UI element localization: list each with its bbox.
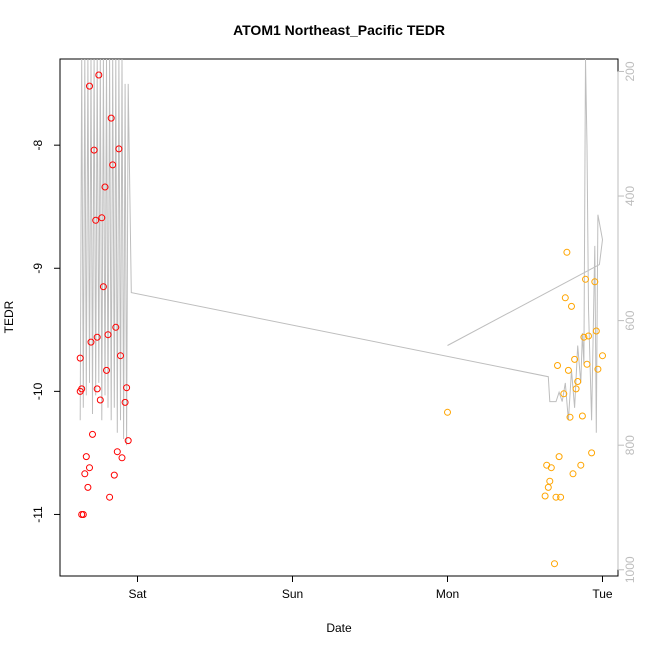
data-point-series-2 [571, 355, 579, 363]
data-point-series-1 [104, 331, 112, 339]
data-point-series-1 [109, 161, 117, 169]
data-point-series-2 [557, 493, 565, 501]
x-tick-label: Sat [128, 587, 147, 601]
y-axis-label: TEDR [2, 300, 16, 333]
y2-tick-label: 1000 [623, 556, 637, 583]
y2-tick-label: 400 [623, 186, 637, 206]
depth-line [79, 58, 604, 446]
data-point-series-2 [572, 385, 580, 393]
data-point-series-1 [82, 453, 90, 461]
data-point-series-2 [599, 352, 606, 360]
data-point-series-1 [81, 470, 89, 478]
data-point-series-2 [547, 464, 555, 472]
data-point-series-1 [113, 448, 121, 456]
data-point-series-2 [592, 327, 600, 335]
data-point-series-1 [110, 471, 118, 479]
chart-title: ATOM1 Northeast_Pacific TEDR [233, 22, 445, 38]
data-point-series-1 [93, 385, 101, 393]
x-tick-label: Mon [436, 587, 459, 601]
data-point-series-2 [551, 560, 558, 568]
data-point-series-1 [115, 145, 123, 153]
data-point-series-2 [569, 470, 577, 478]
data-point-series-2 [564, 366, 572, 374]
y2-tick-label: 800 [623, 435, 637, 455]
data-point-series-1 [86, 464, 93, 472]
data-point-series-1 [90, 146, 98, 154]
data-point-series-1 [118, 454, 126, 462]
x-tick-label: Sun [282, 587, 303, 601]
data-point-series-2 [574, 378, 582, 385]
data-point-series-1 [93, 333, 101, 341]
data-point-series-2 [563, 248, 571, 256]
y-tick-label: -11 [31, 506, 45, 523]
data-point-series-2 [554, 362, 561, 369]
data-point-series-1 [121, 398, 129, 406]
data-point-series-1 [86, 82, 93, 90]
data-point-series-2 [541, 492, 549, 500]
data-point-series-2 [578, 412, 586, 420]
data-point-series-1 [123, 384, 131, 392]
data-point-series-2 [555, 453, 563, 461]
x-axis-label: Date [326, 621, 352, 635]
data-point-series-1 [117, 352, 124, 360]
data-point-series-2 [585, 332, 592, 340]
data-point-series-1 [107, 114, 115, 122]
data-point-series-2 [580, 333, 588, 341]
y-tick-label: -9 [31, 263, 45, 274]
data-point-series-2 [588, 449, 596, 457]
y2-tick-label: 200 [623, 61, 637, 81]
data-point-series-1 [99, 283, 107, 291]
data-point-series-1 [92, 216, 100, 224]
data-point-series-2 [594, 365, 602, 373]
data-point-series-2 [566, 413, 574, 421]
data-point-series-1 [89, 430, 96, 438]
data-point-series-2 [583, 360, 591, 368]
data-point-series-1 [78, 385, 86, 393]
y-tick-label: -8 [31, 140, 45, 151]
data-point-series-2 [544, 483, 552, 491]
data-point-series-1 [79, 511, 87, 518]
data-point-series-1 [112, 323, 120, 331]
data-point-series-2 [568, 302, 575, 310]
plot-area: Sat Sun Mon Tue -8 -9 -10 -11 200 400 600 800 1000 [31, 58, 637, 601]
data-point-series-1 [96, 396, 104, 404]
data-point-series-1 [101, 183, 109, 191]
data-point-series-1 [76, 354, 84, 362]
data-point-series-2 [444, 408, 451, 416]
data-point-series-2 [560, 390, 568, 398]
data-point-series-1 [106, 493, 114, 501]
x-tick-label: Tue [592, 587, 613, 601]
data-point-series-2 [582, 275, 589, 283]
data-point-series-2 [561, 294, 569, 302]
data-point-series-2 [591, 278, 599, 286]
data-point-series-1 [95, 71, 103, 79]
data-point-series-1 [87, 338, 95, 346]
y2-tick-label: 600 [623, 310, 637, 330]
data-point-series-1 [124, 437, 132, 445]
data-point-series-1 [98, 214, 106, 222]
y-tick-label: -10 [31, 382, 45, 400]
data-point-series-2 [552, 493, 560, 501]
data-point-series-2 [546, 477, 554, 485]
data-point-series-2 [577, 461, 585, 469]
data-point-series-1 [103, 366, 110, 374]
data-point-series-1 [84, 483, 92, 491]
